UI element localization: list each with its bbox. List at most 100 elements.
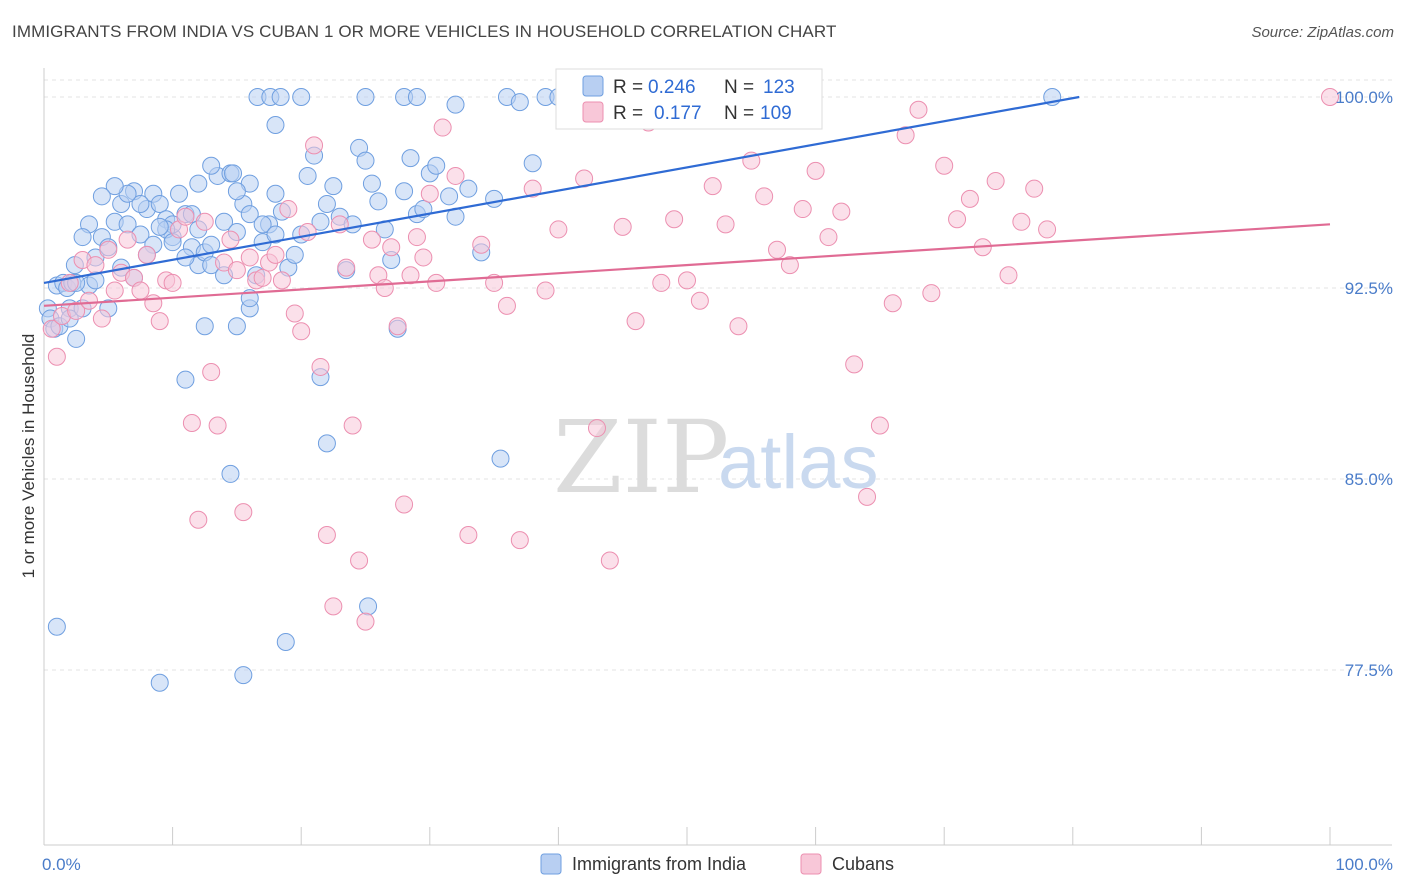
legend-n-label-cubans: N = xyxy=(724,103,754,124)
india-point-83 xyxy=(292,88,311,106)
india-point-100 xyxy=(266,116,285,135)
cubans-point-49 xyxy=(356,612,375,631)
cubans-point-15 xyxy=(137,245,156,264)
cubans-point-22 xyxy=(182,413,201,432)
india-point-43 xyxy=(266,184,285,203)
cubans-point-63 xyxy=(459,526,478,545)
y-tick-label-2: 85.0% xyxy=(1345,470,1393,489)
india-point-128 xyxy=(253,215,272,234)
watermark-atlas: atlas xyxy=(718,420,879,505)
india-point-89 xyxy=(317,434,336,453)
series-legend: Immigrants from India Cubans xyxy=(540,853,894,875)
cubans-point-107 xyxy=(1038,220,1057,239)
cubans-point-80 xyxy=(690,291,709,310)
india-point-58 xyxy=(362,174,381,193)
series-india-points xyxy=(38,88,1062,692)
legend-n-label-india: N = xyxy=(724,77,754,98)
india-point-113 xyxy=(73,228,92,247)
source-note: Source: ZipAtlas.com xyxy=(1251,24,1394,41)
x-tick-label-1: 100.0% xyxy=(1335,855,1393,874)
india-point-63 xyxy=(395,182,414,201)
cubans-point-82 xyxy=(716,215,735,234)
cubans-point-86 xyxy=(768,240,787,259)
india-point-108 xyxy=(131,194,150,213)
cubans-point-35 xyxy=(266,245,285,264)
india-point-46 xyxy=(285,245,304,264)
india-point-71 xyxy=(459,179,478,198)
cubans-point-50 xyxy=(362,230,381,249)
cubans-point-19 xyxy=(163,273,182,292)
cubans-point-60 xyxy=(427,273,446,292)
trend-lines xyxy=(43,95,1331,307)
cubans-point-88 xyxy=(793,200,812,219)
series-cubans-points xyxy=(42,88,1339,631)
cubans-point-56 xyxy=(401,266,420,285)
cubans-point-29 xyxy=(227,261,246,280)
cubans-point-89 xyxy=(806,161,825,180)
india-point-110 xyxy=(105,177,124,196)
india-point-127 xyxy=(240,205,259,224)
cubans-point-55 xyxy=(395,495,414,514)
bottom-legend-swatch-cubans xyxy=(800,853,822,875)
cubans-point-64 xyxy=(472,235,491,254)
cubans-point-69 xyxy=(536,281,555,300)
cubans-point-95 xyxy=(883,294,902,313)
india-point-129 xyxy=(266,225,285,244)
india-point-57 xyxy=(356,151,375,170)
cubans-point-8 xyxy=(92,309,111,328)
bottom-legend-swatch-india xyxy=(540,853,562,875)
cubans-point-78 xyxy=(665,210,684,229)
y-tick-label-0: 100.0% xyxy=(1335,88,1393,107)
india-point-92 xyxy=(227,317,246,336)
x-tick-labels: 0.0% 100.0% xyxy=(42,855,1393,874)
cubans-point-38 xyxy=(285,304,304,323)
cubans-point-24 xyxy=(195,212,214,231)
cubans-point-99 xyxy=(935,156,954,175)
india-point-33 xyxy=(202,235,221,254)
india-point-50 xyxy=(311,212,330,231)
india-point-68 xyxy=(427,156,446,175)
cubans-point-0 xyxy=(42,319,61,338)
cubans-point-98 xyxy=(922,284,941,303)
bottom-legend-label-india: Immigrants from India xyxy=(572,854,747,874)
cubans-point-67 xyxy=(510,531,529,550)
cubans-point-30 xyxy=(234,503,253,522)
chart-title: IMMIGRANTS FROM INDIA VS CUBAN 1 OR MORE… xyxy=(12,22,837,41)
cubans-point-77 xyxy=(652,273,671,292)
india-point-77 xyxy=(523,154,542,173)
cubans-point-4 xyxy=(67,301,86,320)
cubans-point-14 xyxy=(131,281,150,300)
cubans-point-94 xyxy=(870,416,889,435)
india-point-86 xyxy=(407,88,426,106)
cubans-point-58 xyxy=(414,248,433,267)
cubans-point-85 xyxy=(755,187,774,206)
y-tick-label-3: 77.5% xyxy=(1345,661,1393,680)
cubans-point-73 xyxy=(600,551,619,570)
cubans-point-23 xyxy=(189,510,208,529)
stats-legend: R = 0.246 N = 123 R = 0.177 N = 109 xyxy=(555,68,823,130)
cubans-point-92 xyxy=(845,355,864,374)
india-point-90 xyxy=(176,370,195,389)
cubans-point-17 xyxy=(150,312,169,331)
india-point-69 xyxy=(440,187,459,206)
india-point-59 xyxy=(369,192,388,211)
india-point-10 xyxy=(47,617,66,636)
cubans-point-101 xyxy=(960,189,979,208)
cubans-point-21 xyxy=(176,207,195,226)
cubans-point-10 xyxy=(105,281,124,300)
cubans-point-79 xyxy=(678,271,696,290)
legend-swatch-india xyxy=(582,75,604,97)
india-point-74 xyxy=(491,449,510,468)
india-point-99 xyxy=(359,597,378,616)
y-axis-label: 1 or more Vehicles in Household xyxy=(19,334,38,579)
india-point-120 xyxy=(150,217,169,236)
india-point-102 xyxy=(202,156,221,175)
india-point-95 xyxy=(221,464,240,483)
cubans-point-47 xyxy=(343,416,362,435)
india-point-51 xyxy=(317,194,336,213)
cubans-point-96 xyxy=(896,126,915,145)
cubans-point-57 xyxy=(407,228,426,247)
india-trend-line xyxy=(43,95,1080,284)
india-point-101 xyxy=(224,164,243,183)
